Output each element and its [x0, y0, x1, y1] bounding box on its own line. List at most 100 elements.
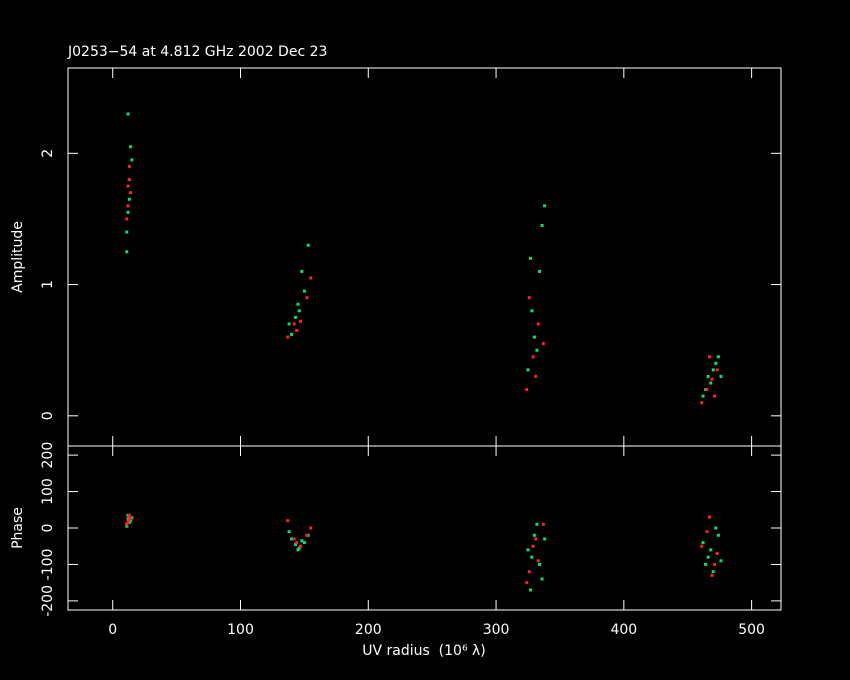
point	[302, 289, 306, 293]
point	[527, 570, 531, 574]
point	[129, 145, 133, 149]
point	[710, 377, 714, 381]
point	[529, 588, 533, 592]
point	[305, 533, 309, 537]
y-tick-label: 1	[40, 280, 56, 289]
y-tick-label: 0	[40, 411, 56, 420]
x-tick-label: 100	[227, 622, 254, 638]
point	[715, 552, 719, 556]
point	[126, 519, 130, 523]
y-tick-label: 0	[40, 524, 56, 533]
x-tick-label: 0	[108, 622, 117, 638]
point	[527, 296, 531, 300]
point	[532, 533, 536, 537]
point	[127, 515, 131, 519]
point	[529, 256, 533, 260]
x-tick-label: 400	[610, 622, 637, 638]
point	[541, 342, 545, 346]
point	[297, 546, 301, 550]
point	[286, 335, 290, 339]
point	[295, 541, 299, 545]
point	[709, 381, 713, 385]
point	[297, 309, 301, 313]
point	[309, 276, 313, 280]
point	[543, 537, 547, 541]
point	[296, 302, 300, 306]
point	[125, 524, 129, 528]
point	[525, 388, 529, 392]
point	[543, 204, 547, 208]
point	[704, 562, 708, 566]
point	[535, 348, 539, 352]
point	[706, 374, 710, 378]
point	[540, 577, 544, 581]
point	[713, 562, 717, 566]
point	[531, 544, 535, 548]
point	[531, 355, 535, 359]
point	[714, 361, 718, 365]
y-axis-label: Phase	[10, 507, 26, 549]
point	[125, 230, 129, 234]
x-tick-label: 300	[483, 622, 510, 638]
x-tick-label: 200	[355, 622, 382, 638]
y-tick-label: -200	[40, 585, 56, 617]
point	[719, 559, 723, 563]
point	[705, 388, 709, 392]
y-tick-label: -100	[40, 549, 56, 581]
point	[532, 335, 536, 339]
point	[709, 548, 713, 552]
point	[130, 158, 134, 162]
point	[286, 519, 290, 523]
point	[287, 530, 291, 534]
point	[129, 519, 133, 523]
point	[290, 332, 294, 336]
point	[299, 544, 303, 548]
y-axis-label: Amplitude	[10, 221, 26, 293]
point	[526, 548, 530, 552]
point	[125, 217, 129, 221]
point	[713, 394, 717, 398]
point	[714, 526, 718, 530]
point	[534, 537, 538, 541]
point	[293, 542, 297, 546]
point	[125, 522, 129, 526]
point	[707, 515, 711, 519]
point	[127, 178, 131, 182]
point	[700, 544, 704, 548]
point	[299, 319, 303, 323]
point	[705, 530, 709, 534]
point	[700, 401, 704, 405]
point	[129, 191, 133, 195]
point	[287, 322, 291, 326]
point	[290, 537, 294, 541]
point	[127, 164, 131, 168]
point	[309, 526, 313, 530]
point	[305, 296, 309, 300]
x-axis-label: UV radius (10⁶ λ)	[362, 643, 486, 659]
point	[716, 533, 720, 537]
x-tick-label: 500	[738, 622, 765, 638]
point	[540, 224, 544, 227]
point	[707, 355, 711, 359]
point	[126, 204, 130, 208]
point	[126, 517, 130, 521]
point	[126, 521, 130, 525]
point	[295, 329, 299, 332]
point	[292, 537, 296, 541]
point	[293, 315, 297, 319]
point	[125, 250, 129, 254]
point	[534, 374, 538, 378]
point	[525, 581, 529, 585]
point	[302, 541, 306, 545]
point	[526, 368, 530, 372]
point	[530, 555, 534, 559]
point	[710, 573, 714, 577]
point	[306, 243, 310, 247]
point	[536, 322, 540, 326]
point	[126, 184, 130, 188]
point	[126, 112, 130, 116]
point	[127, 513, 131, 517]
y-tick-label: 100	[40, 478, 56, 505]
point	[701, 541, 705, 545]
point	[541, 522, 545, 526]
